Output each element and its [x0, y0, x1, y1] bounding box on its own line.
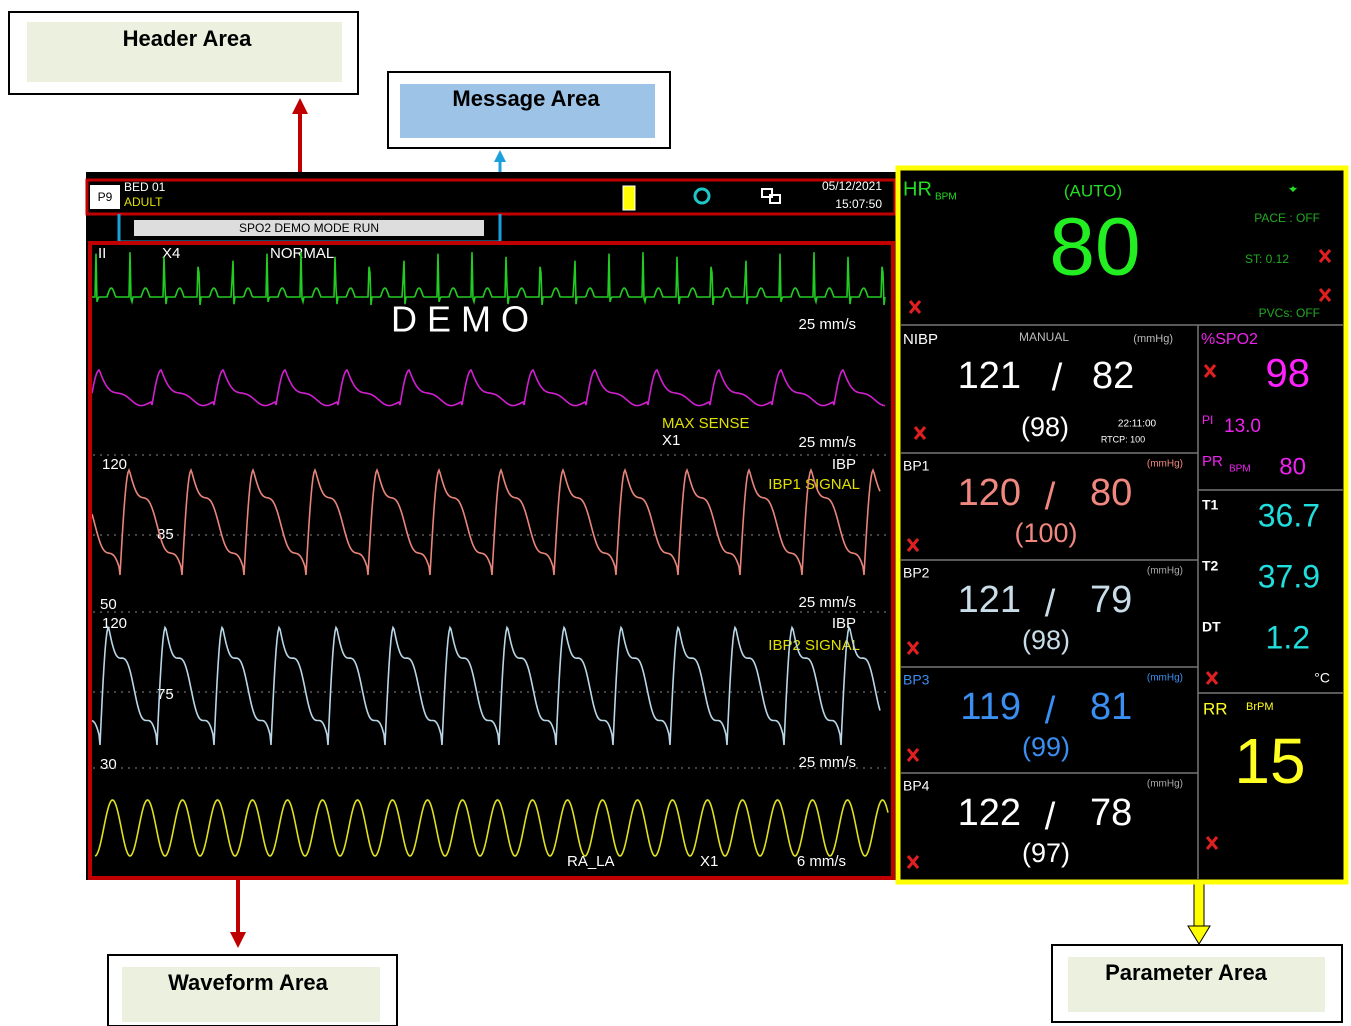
- pr-label: PR: [1202, 453, 1223, 470]
- bp1-mean: (100): [1014, 518, 1077, 548]
- bp1-separator: /: [1045, 476, 1056, 518]
- bp1-dia: 80: [1090, 472, 1132, 514]
- nibp-dia: 82: [1092, 355, 1134, 397]
- pi-value: 13.0: [1224, 416, 1261, 437]
- bp3-label: BP3: [903, 672, 930, 688]
- pi-label: PI: [1202, 413, 1213, 427]
- hr-value: 80: [1049, 202, 1140, 293]
- bp2-label: BP2: [903, 565, 930, 581]
- bp2-separator: /: [1045, 583, 1056, 625]
- spo2-speed: 25 mm/s: [798, 434, 856, 451]
- hr-mode: (AUTO): [1064, 181, 1122, 200]
- rr-value: 15: [1234, 725, 1305, 797]
- bp2-dia: 79: [1090, 579, 1132, 621]
- bed: BED 01: [124, 180, 166, 194]
- nibp-rtcp: RTCP: 100: [1101, 434, 1145, 444]
- callout-label: Waveform Area: [168, 970, 329, 995]
- patient-type: ADULT: [124, 195, 163, 209]
- nibp-mode: MANUAL: [1019, 330, 1069, 344]
- t1-value: 36.7: [1258, 497, 1320, 533]
- callout-label: Message Area: [452, 86, 600, 111]
- ecg-speed: 25 mm/s: [798, 316, 856, 333]
- pr-value: 80: [1279, 453, 1306, 480]
- screen: [86, 172, 896, 880]
- ibp1-label: IBP: [832, 456, 856, 473]
- ibp1-bottom: 50: [100, 596, 117, 613]
- hr-unit: BPM: [935, 192, 957, 203]
- ibp2-top: 120: [102, 615, 127, 632]
- ecg-mode: NORMAL: [270, 245, 334, 262]
- hr-label: HR: [903, 178, 932, 200]
- spo2-gain: X1: [662, 432, 680, 449]
- bp4-mean: (97): [1022, 838, 1070, 868]
- nibp-time: 22:11:00: [1118, 419, 1157, 430]
- pace: PACE : OFF: [1254, 211, 1320, 225]
- bp4-sys: 122: [958, 792, 1021, 834]
- bp1-unit: (mmHg): [1147, 459, 1183, 470]
- annotated-monitor: Header Area Message Area Waveform Area P…: [0, 0, 1351, 1026]
- bp4-separator: /: [1045, 796, 1056, 838]
- page: P9: [98, 190, 113, 204]
- ibp2-label: IBP: [832, 615, 856, 632]
- ibp1-top: 120: [102, 456, 127, 473]
- rr-label: RR: [1203, 699, 1228, 718]
- time: 15:07:50: [835, 197, 882, 211]
- battery-icon: [623, 186, 635, 210]
- callout-label: Parameter Area: [1105, 960, 1268, 985]
- callout-label: Header Area: [123, 26, 253, 51]
- bp3-sys: 119: [960, 686, 1021, 728]
- t2-value: 37.9: [1258, 558, 1320, 594]
- arrow: [1194, 882, 1204, 926]
- pvcs: PVCs: OFF: [1259, 306, 1320, 320]
- dt-value: 1.2: [1266, 619, 1310, 655]
- spo2-value: 98: [1266, 352, 1311, 396]
- bp2-sys: 121: [958, 579, 1021, 621]
- bp3-mean: (99): [1022, 732, 1070, 762]
- bp4-dia: 78: [1090, 792, 1132, 834]
- spo2-sense: MAX SENSE: [662, 415, 750, 432]
- bp3-unit: (mmHg): [1147, 673, 1183, 684]
- arrow-head: [1188, 926, 1210, 944]
- message: SPO2 DEMO MODE RUN: [239, 221, 379, 235]
- bp1-label: BP1: [903, 458, 930, 474]
- nibp-unit: (mmHg): [1133, 333, 1173, 345]
- date: 05/12/2021: [822, 179, 882, 193]
- nibp-label: NIBP: [903, 331, 938, 348]
- spo2-label: %SPO2: [1201, 331, 1258, 348]
- resp-lead: RA_LA: [567, 853, 615, 870]
- nibp-sys: 121: [958, 355, 1021, 397]
- arrow-head: [494, 150, 506, 162]
- bp1-sys: 120: [958, 472, 1021, 514]
- bp3-separator: /: [1045, 690, 1056, 732]
- ibp2-bottom: 30: [100, 756, 117, 773]
- bp2-unit: (mmHg): [1147, 566, 1183, 577]
- separator-slash: /: [1052, 357, 1063, 399]
- resp-gain: X1: [700, 853, 718, 870]
- ecg-lead: II: [98, 245, 106, 262]
- demo: D E M O: [391, 299, 529, 340]
- t2-label: T2: [1202, 558, 1219, 574]
- nibp-mean: (98): [1021, 412, 1069, 442]
- arrow-head: [230, 932, 246, 948]
- ibp1-speed: 25 mm/s: [798, 594, 856, 611]
- bp2-mean: (98): [1022, 625, 1070, 655]
- dt-label: DT: [1202, 619, 1221, 635]
- resp-speed: 6 mm/s: [797, 853, 846, 870]
- bp4-label: BP4: [903, 778, 930, 794]
- arrow-head: [292, 98, 308, 114]
- t1-label: T1: [1202, 497, 1219, 513]
- st: ST: 0.12: [1245, 252, 1289, 266]
- bp4-unit: (mmHg): [1147, 779, 1183, 790]
- bp3-dia: 81: [1090, 686, 1132, 728]
- temp-unit: °C: [1314, 670, 1330, 686]
- rr-unit: BrPM: [1246, 701, 1274, 713]
- pr-unit: BPM: [1229, 464, 1251, 475]
